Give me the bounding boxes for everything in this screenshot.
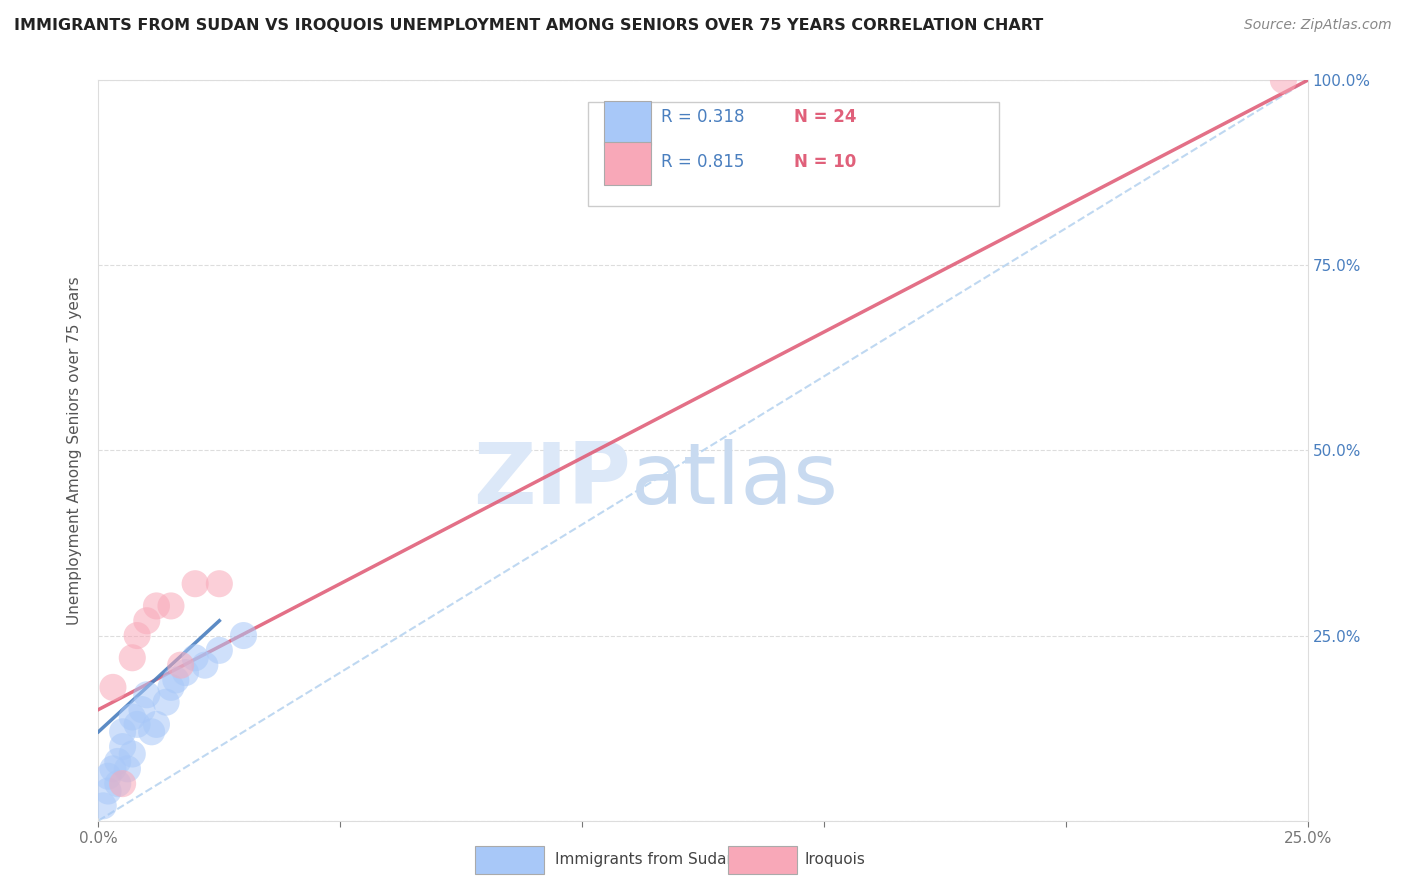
Point [145,717,167,731]
Point [127,628,149,642]
Point [194,658,217,673]
Point [111,739,134,754]
FancyBboxPatch shape [603,101,651,145]
Point [97,784,120,798]
Point [208,643,231,657]
Point [121,710,143,724]
Point [135,688,157,702]
Point [184,576,207,591]
Point [208,576,231,591]
Point [141,724,163,739]
Point [165,673,187,687]
Point [740,125,762,139]
Point [155,695,177,709]
Text: atlas: atlas [630,439,838,522]
Point [184,650,207,665]
Point [121,747,143,761]
Point [111,724,134,739]
Text: ZIP: ZIP [472,439,630,522]
Point [101,762,124,776]
Point [232,628,254,642]
Text: Immigrants from Sudan: Immigrants from Sudan [555,853,737,867]
Point [117,762,139,776]
Point [127,717,149,731]
Point [160,681,183,695]
Point [111,776,134,791]
Point [145,599,167,613]
Text: N = 24: N = 24 [793,108,856,127]
Text: R = 0.815: R = 0.815 [661,153,744,170]
Text: Iroquois: Iroquois [804,853,865,867]
Point [121,650,143,665]
Text: IMMIGRANTS FROM SUDAN VS IROQUOIS UNEMPLOYMENT AMONG SENIORS OVER 75 YEARS CORRE: IMMIGRANTS FROM SUDAN VS IROQUOIS UNEMPL… [14,18,1043,33]
Y-axis label: Unemployment Among Seniors over 75 years: Unemployment Among Seniors over 75 years [67,277,83,624]
Point [91,798,114,813]
Point [160,599,183,613]
Point [174,665,197,680]
Point [107,755,129,769]
Point [101,681,124,695]
FancyBboxPatch shape [588,103,1000,206]
Text: Source: ZipAtlas.com: Source: ZipAtlas.com [1244,18,1392,32]
Point [1272,73,1295,87]
Point [107,776,129,791]
Text: R = 0.318: R = 0.318 [661,108,744,127]
Point [135,614,157,628]
Point [131,703,153,717]
Point [169,658,191,673]
FancyBboxPatch shape [603,142,651,186]
Point [97,769,120,783]
Text: N = 10: N = 10 [793,153,856,170]
